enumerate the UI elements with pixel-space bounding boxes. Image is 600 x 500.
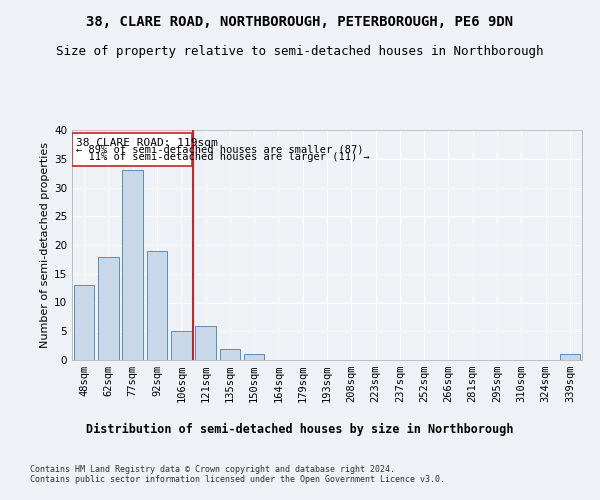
Text: 11% of semi-detached houses are larger (11) →: 11% of semi-detached houses are larger (… xyxy=(76,152,370,162)
Bar xyxy=(171,331,191,360)
Text: 38, CLARE ROAD, NORTHBOROUGH, PETERBOROUGH, PE6 9DN: 38, CLARE ROAD, NORTHBOROUGH, PETERBOROU… xyxy=(86,15,514,29)
Bar xyxy=(122,170,143,360)
Text: ← 89% of semi-detached houses are smaller (87): ← 89% of semi-detached houses are smalle… xyxy=(76,144,364,154)
Bar xyxy=(74,285,94,360)
Bar xyxy=(560,354,580,360)
Bar xyxy=(146,251,167,360)
Bar xyxy=(195,326,216,360)
Text: Contains HM Land Registry data © Crown copyright and database right 2024.
Contai: Contains HM Land Registry data © Crown c… xyxy=(30,465,445,484)
Text: Size of property relative to semi-detached houses in Northborough: Size of property relative to semi-detach… xyxy=(56,45,544,58)
Text: 38 CLARE ROAD: 119sqm: 38 CLARE ROAD: 119sqm xyxy=(76,138,218,147)
Text: Distribution of semi-detached houses by size in Northborough: Distribution of semi-detached houses by … xyxy=(86,422,514,436)
Bar xyxy=(220,348,240,360)
Bar xyxy=(98,256,119,360)
FancyBboxPatch shape xyxy=(73,133,192,166)
Bar xyxy=(244,354,265,360)
Y-axis label: Number of semi-detached properties: Number of semi-detached properties xyxy=(40,142,50,348)
